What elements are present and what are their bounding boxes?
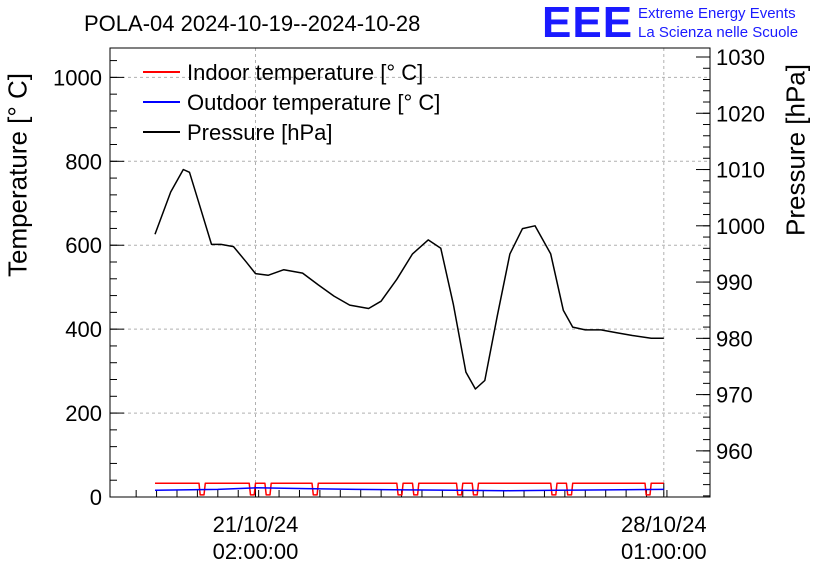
- left-axis-tick-label: 0: [90, 485, 102, 510]
- x-axis-time-label: 02:00:00: [213, 539, 299, 564]
- right-axis-tick-label: 1030: [716, 45, 765, 70]
- x-axis-time-label: 01:00:00: [621, 539, 707, 564]
- right-axis-tick-label: 970: [716, 383, 753, 408]
- logo-line-1: Extreme Energy Events: [638, 5, 796, 22]
- legend-label: Outdoor temperature [° C]: [187, 90, 440, 115]
- legend-label: Pressure [hPa]: [187, 120, 333, 145]
- chart-title: POLA-04 2024-10-19--2024-10-28: [84, 11, 421, 36]
- left-axis-tick-label: 200: [65, 401, 102, 426]
- x-axis-date-label: 21/10/24: [213, 512, 299, 537]
- right-axis-tick-label: 980: [716, 326, 753, 351]
- logo-line-2: La Scienza nelle Scuole: [638, 24, 799, 41]
- right-axis-tick-label: 960: [716, 439, 753, 464]
- x-axis-date-label: 28/10/24: [621, 512, 707, 537]
- right-axis-tick-label: 1020: [716, 101, 765, 126]
- series-line-pressure: [154, 168, 664, 390]
- left-axis-tick-label: 600: [65, 233, 102, 258]
- series-line-indoor-temperature: [155, 482, 664, 496]
- legend-label: Indoor temperature [° C]: [187, 60, 423, 85]
- series-line-outdoor-temperature: [154, 487, 664, 492]
- left-axis-tick-label: 400: [65, 317, 102, 342]
- right-axis-tick-label: 990: [716, 270, 753, 295]
- eee-logo: EEE: [542, 0, 634, 47]
- plot-frame: [109, 47, 711, 498]
- logo-caption: Extreme Energy Events La Scienza nelle S…: [638, 4, 798, 42]
- left-axis-tick-label: 1000: [53, 65, 102, 90]
- right-axis-tick-label: 1000: [716, 214, 765, 239]
- right-axis-tick-label: 1010: [716, 158, 765, 183]
- left-axis-tick-label: 800: [65, 149, 102, 174]
